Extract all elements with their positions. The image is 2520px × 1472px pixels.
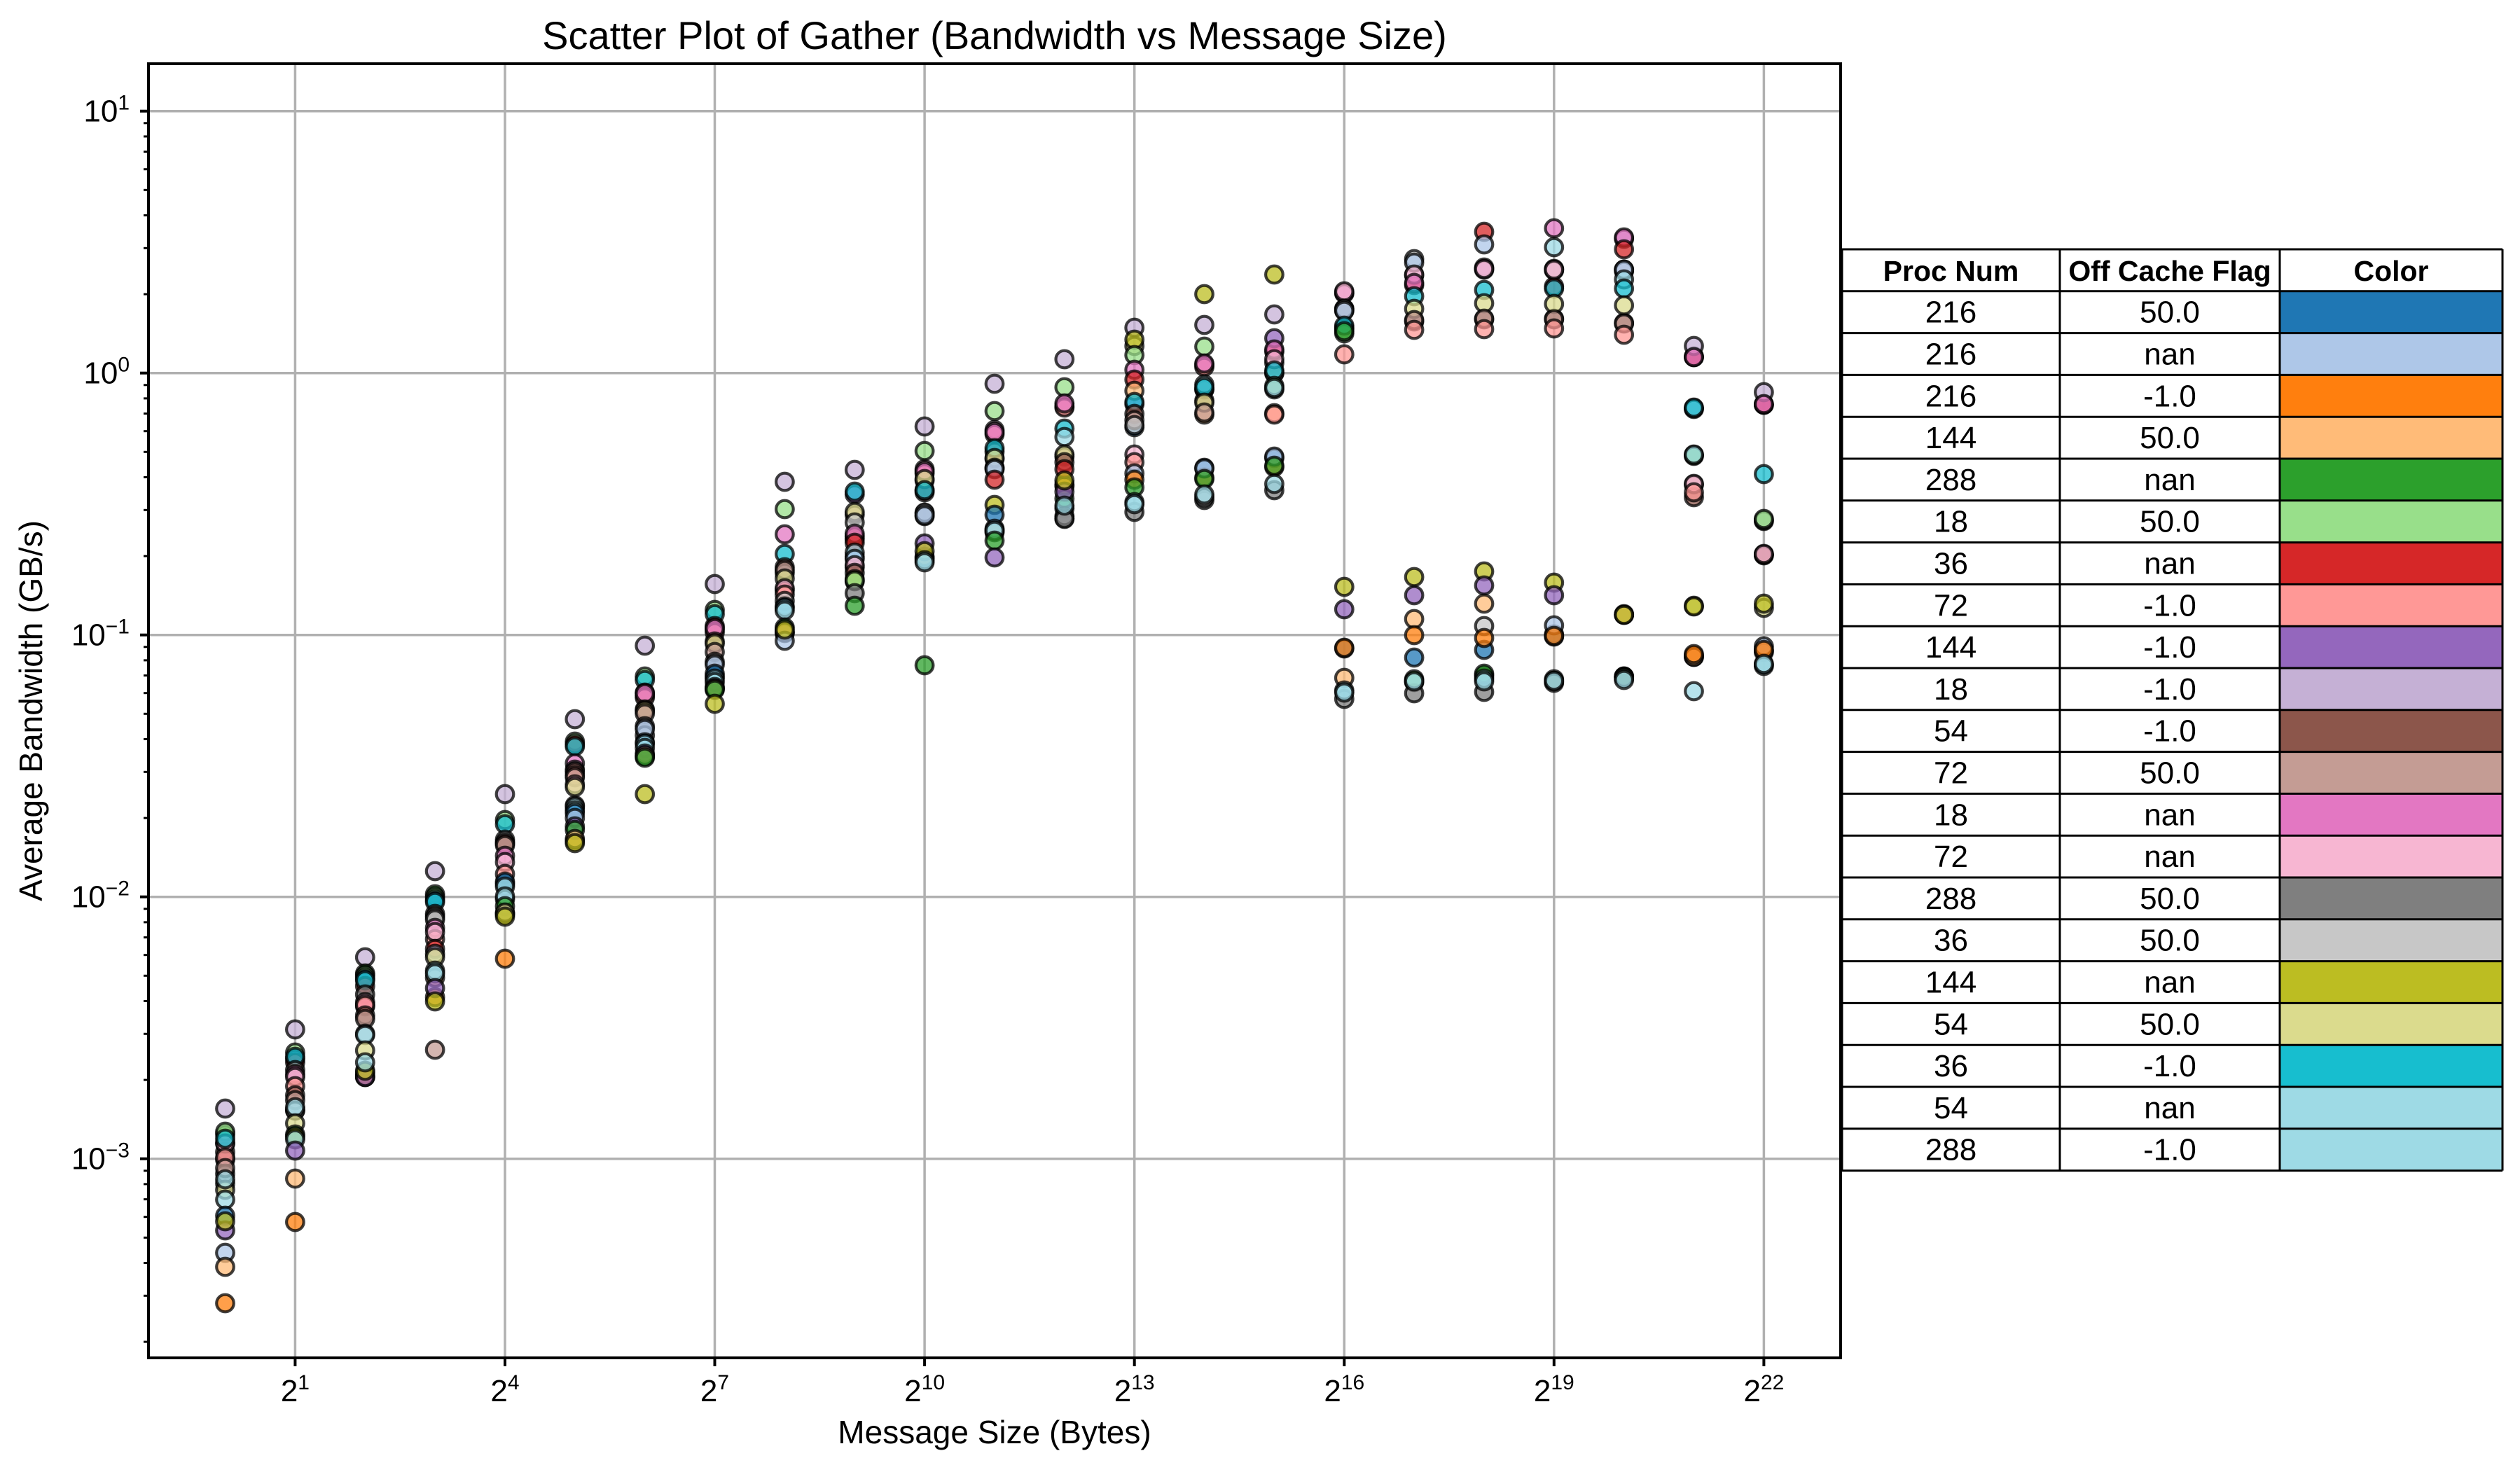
svg-text:50.0: 50.0: [2140, 924, 2200, 958]
svg-text:50.0: 50.0: [2140, 421, 2200, 455]
svg-text:36: 36: [1934, 924, 1968, 958]
svg-text:18: 18: [1934, 798, 1968, 832]
svg-text:Color: Color: [2353, 255, 2428, 287]
svg-text:Message Size (Bytes): Message Size (Bytes): [838, 1414, 1151, 1450]
svg-text:Average Bandwidth (GB/s): Average Bandwidth (GB/s): [13, 520, 49, 901]
svg-text:50.0: 50.0: [2140, 1007, 2200, 1041]
svg-text:50.0: 50.0: [2140, 756, 2200, 791]
svg-text:18: 18: [1934, 505, 1968, 539]
svg-text:Scatter Plot of Gather (Bandwi: Scatter Plot of Gather (Bandwidth vs Mes…: [542, 13, 1447, 57]
svg-text:nan: nan: [2144, 463, 2195, 497]
svg-text:-1.0: -1.0: [2143, 630, 2196, 665]
svg-text:-1.0: -1.0: [2143, 672, 2196, 707]
svg-text:-1.0: -1.0: [2143, 1133, 2196, 1167]
svg-text:50.0: 50.0: [2140, 296, 2200, 330]
svg-text:144: 144: [1925, 630, 1976, 665]
svg-text:144: 144: [1925, 966, 1976, 1000]
svg-text:nan: nan: [2144, 338, 2195, 372]
svg-text:nan: nan: [2144, 840, 2195, 874]
svg-text:18: 18: [1934, 672, 1968, 707]
svg-text:-1.0: -1.0: [2143, 1049, 2196, 1083]
svg-text:50.0: 50.0: [2140, 882, 2200, 916]
svg-text:288: 288: [1925, 882, 1976, 916]
svg-text:Proc Num: Proc Num: [1883, 255, 2019, 287]
svg-text:10−2: 10−2: [71, 877, 130, 915]
svg-text:72: 72: [1934, 588, 1968, 623]
svg-text:-1.0: -1.0: [2143, 379, 2196, 413]
svg-text:10−1: 10−1: [71, 616, 130, 653]
svg-text:nan: nan: [2144, 966, 2195, 1000]
svg-text:216: 216: [1925, 296, 1976, 330]
svg-text:216: 216: [1925, 379, 1976, 413]
svg-text:288: 288: [1925, 463, 1976, 497]
svg-text:36: 36: [1934, 547, 1968, 581]
svg-text:Off Cache Flag: Off Cache Flag: [2068, 255, 2271, 287]
svg-text:nan: nan: [2144, 1091, 2195, 1125]
svg-text:288: 288: [1925, 1133, 1976, 1167]
svg-text:-1.0: -1.0: [2143, 714, 2196, 749]
svg-text:54: 54: [1934, 1091, 1968, 1125]
svg-text:216: 216: [1925, 338, 1976, 372]
svg-text:nan: nan: [2144, 798, 2195, 832]
svg-text:54: 54: [1934, 1007, 1968, 1041]
svg-text:72: 72: [1934, 840, 1968, 874]
svg-text:36: 36: [1934, 1049, 1968, 1083]
svg-text:72: 72: [1934, 756, 1968, 791]
svg-text:-1.0: -1.0: [2143, 588, 2196, 623]
svg-text:144: 144: [1925, 421, 1976, 455]
svg-text:50.0: 50.0: [2140, 505, 2200, 539]
svg-text:54: 54: [1934, 714, 1968, 749]
svg-text:nan: nan: [2144, 547, 2195, 581]
